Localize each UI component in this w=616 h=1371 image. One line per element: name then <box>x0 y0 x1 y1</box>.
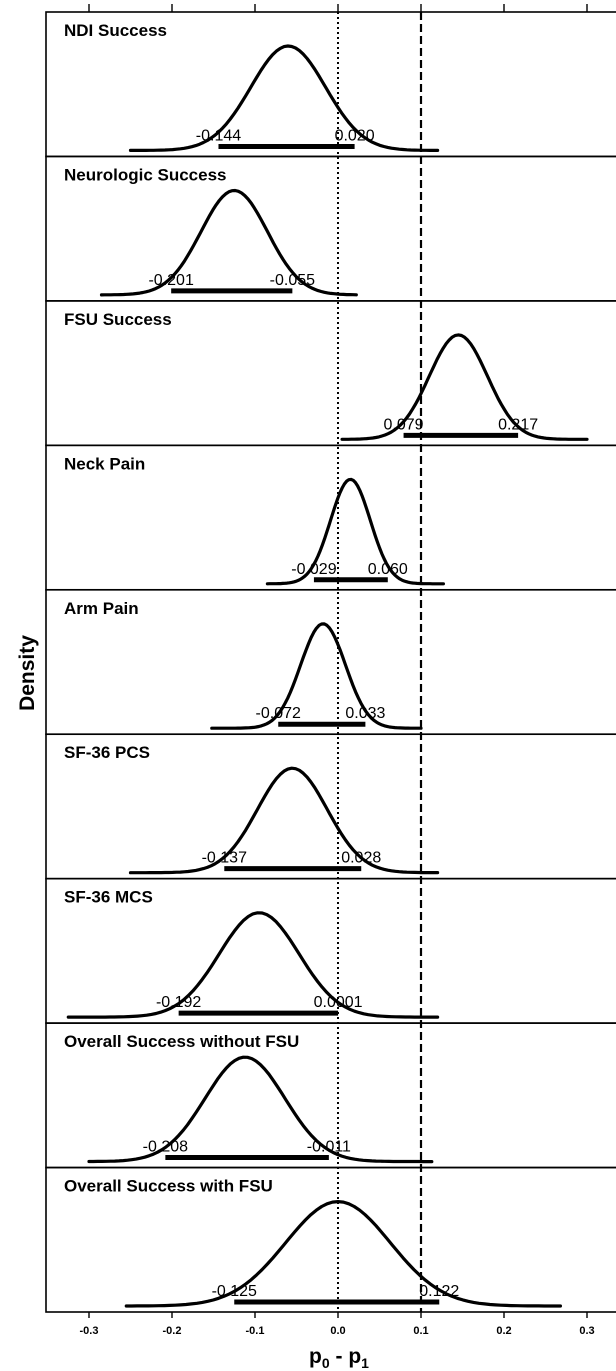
panel-title: Overall Success with FSU <box>64 1177 273 1196</box>
panel-title: Neurologic Success <box>64 165 227 184</box>
density-curve <box>128 44 440 152</box>
ci-upper-label: 0.122 <box>419 1283 459 1300</box>
panel-title: Arm Pain <box>64 599 139 618</box>
panel-6: SF-36 PCS -0.137 0.028 <box>64 743 440 875</box>
ci-lower-label: -0.144 <box>196 127 241 144</box>
density-curve <box>124 1200 562 1308</box>
x-tick-label: 0.3 <box>579 1325 594 1337</box>
panel-4: Neck Pain -0.029 0.060 <box>64 454 445 586</box>
ci-lower-label: -0.137 <box>202 850 247 867</box>
panel-9: Overall Success with FSU -0.125 0.122 <box>64 1177 562 1308</box>
x-tick-label: 0.1 <box>413 1325 428 1337</box>
ci-lower-label: -0.125 <box>212 1283 257 1300</box>
density-curve <box>128 766 440 875</box>
x-axis-label-sub1: 1 <box>361 1355 369 1371</box>
reference-lines-layer <box>337 12 423 1312</box>
ci-upper-label: -0.055 <box>270 272 315 289</box>
panel-title: Overall Success without FSU <box>64 1032 299 1051</box>
panel-1: NDI Success -0.144 0.020 <box>64 21 440 152</box>
panel-7: SF-36 MCS-0.1920.0001 <box>64 888 440 1019</box>
panel-3: FSU Success 0.079 0.217 <box>64 310 589 441</box>
panels-layer: NDI Success -0.144 0.020 Neurologic Success… <box>64 21 589 1308</box>
ci-upper-label: 0.020 <box>335 127 375 144</box>
ci-lower-label: -0.029 <box>291 561 336 578</box>
panel-2: Neurologic Success -0.201 -0.055 <box>64 165 358 297</box>
x-tick-label: 0.2 <box>496 1325 511 1337</box>
frame-layer <box>45 11 616 1313</box>
panel-frame <box>45 1166 616 1313</box>
x-tick-label: 0.0 <box>330 1325 345 1337</box>
panel-5: Arm Pain -0.072 0.033 <box>64 599 423 730</box>
ci-lower-label: -0.201 <box>148 272 193 289</box>
ci-upper-label: 0.033 <box>345 705 385 722</box>
panel-8: Overall Success without FSU -0.208 -0.011 <box>64 1032 434 1164</box>
density-curve <box>340 333 589 441</box>
panel-title: NDI Success <box>64 21 167 40</box>
density-curve <box>87 1055 434 1164</box>
x-tick-label: -0.2 <box>163 1325 182 1337</box>
ci-upper-label: 0.060 <box>368 561 408 578</box>
ci-upper-label: 0.028 <box>341 850 381 867</box>
ci-lower-label: 0.079 <box>384 416 424 433</box>
panel-title: SF-36 PCS <box>64 743 150 762</box>
ci-lower-label: -0.192 <box>156 994 201 1011</box>
x-axis-label-main: p <box>309 1345 322 1368</box>
ci-upper-label: -0.011 <box>307 1139 351 1156</box>
density-curve <box>210 622 423 730</box>
x-axis: -0.3 -0.2 -0.1 0.0 0.1 0.2 0.3 <box>80 4 595 1337</box>
y-axis-label: Density <box>16 635 39 711</box>
ci-lower-label: -0.208 <box>143 1139 188 1156</box>
x-tick-label: -0.1 <box>246 1325 265 1337</box>
density-curve <box>99 188 358 297</box>
x-axis-label: p0 - p1 <box>309 1345 369 1371</box>
ci-lower-label: -0.072 <box>256 705 301 722</box>
x-axis-label-sub0: 0 <box>322 1355 330 1371</box>
ci-upper-label: 0.217 <box>498 416 538 433</box>
density-curve <box>265 477 445 586</box>
panel-title: FSU Success <box>64 310 172 329</box>
x-axis-label-sep: - p <box>330 1345 362 1368</box>
panel-title: Neck Pain <box>64 454 145 473</box>
density-curve <box>66 911 440 1019</box>
x-tick-label: -0.3 <box>80 1325 99 1337</box>
panel-title: SF-36 MCS <box>64 888 153 907</box>
